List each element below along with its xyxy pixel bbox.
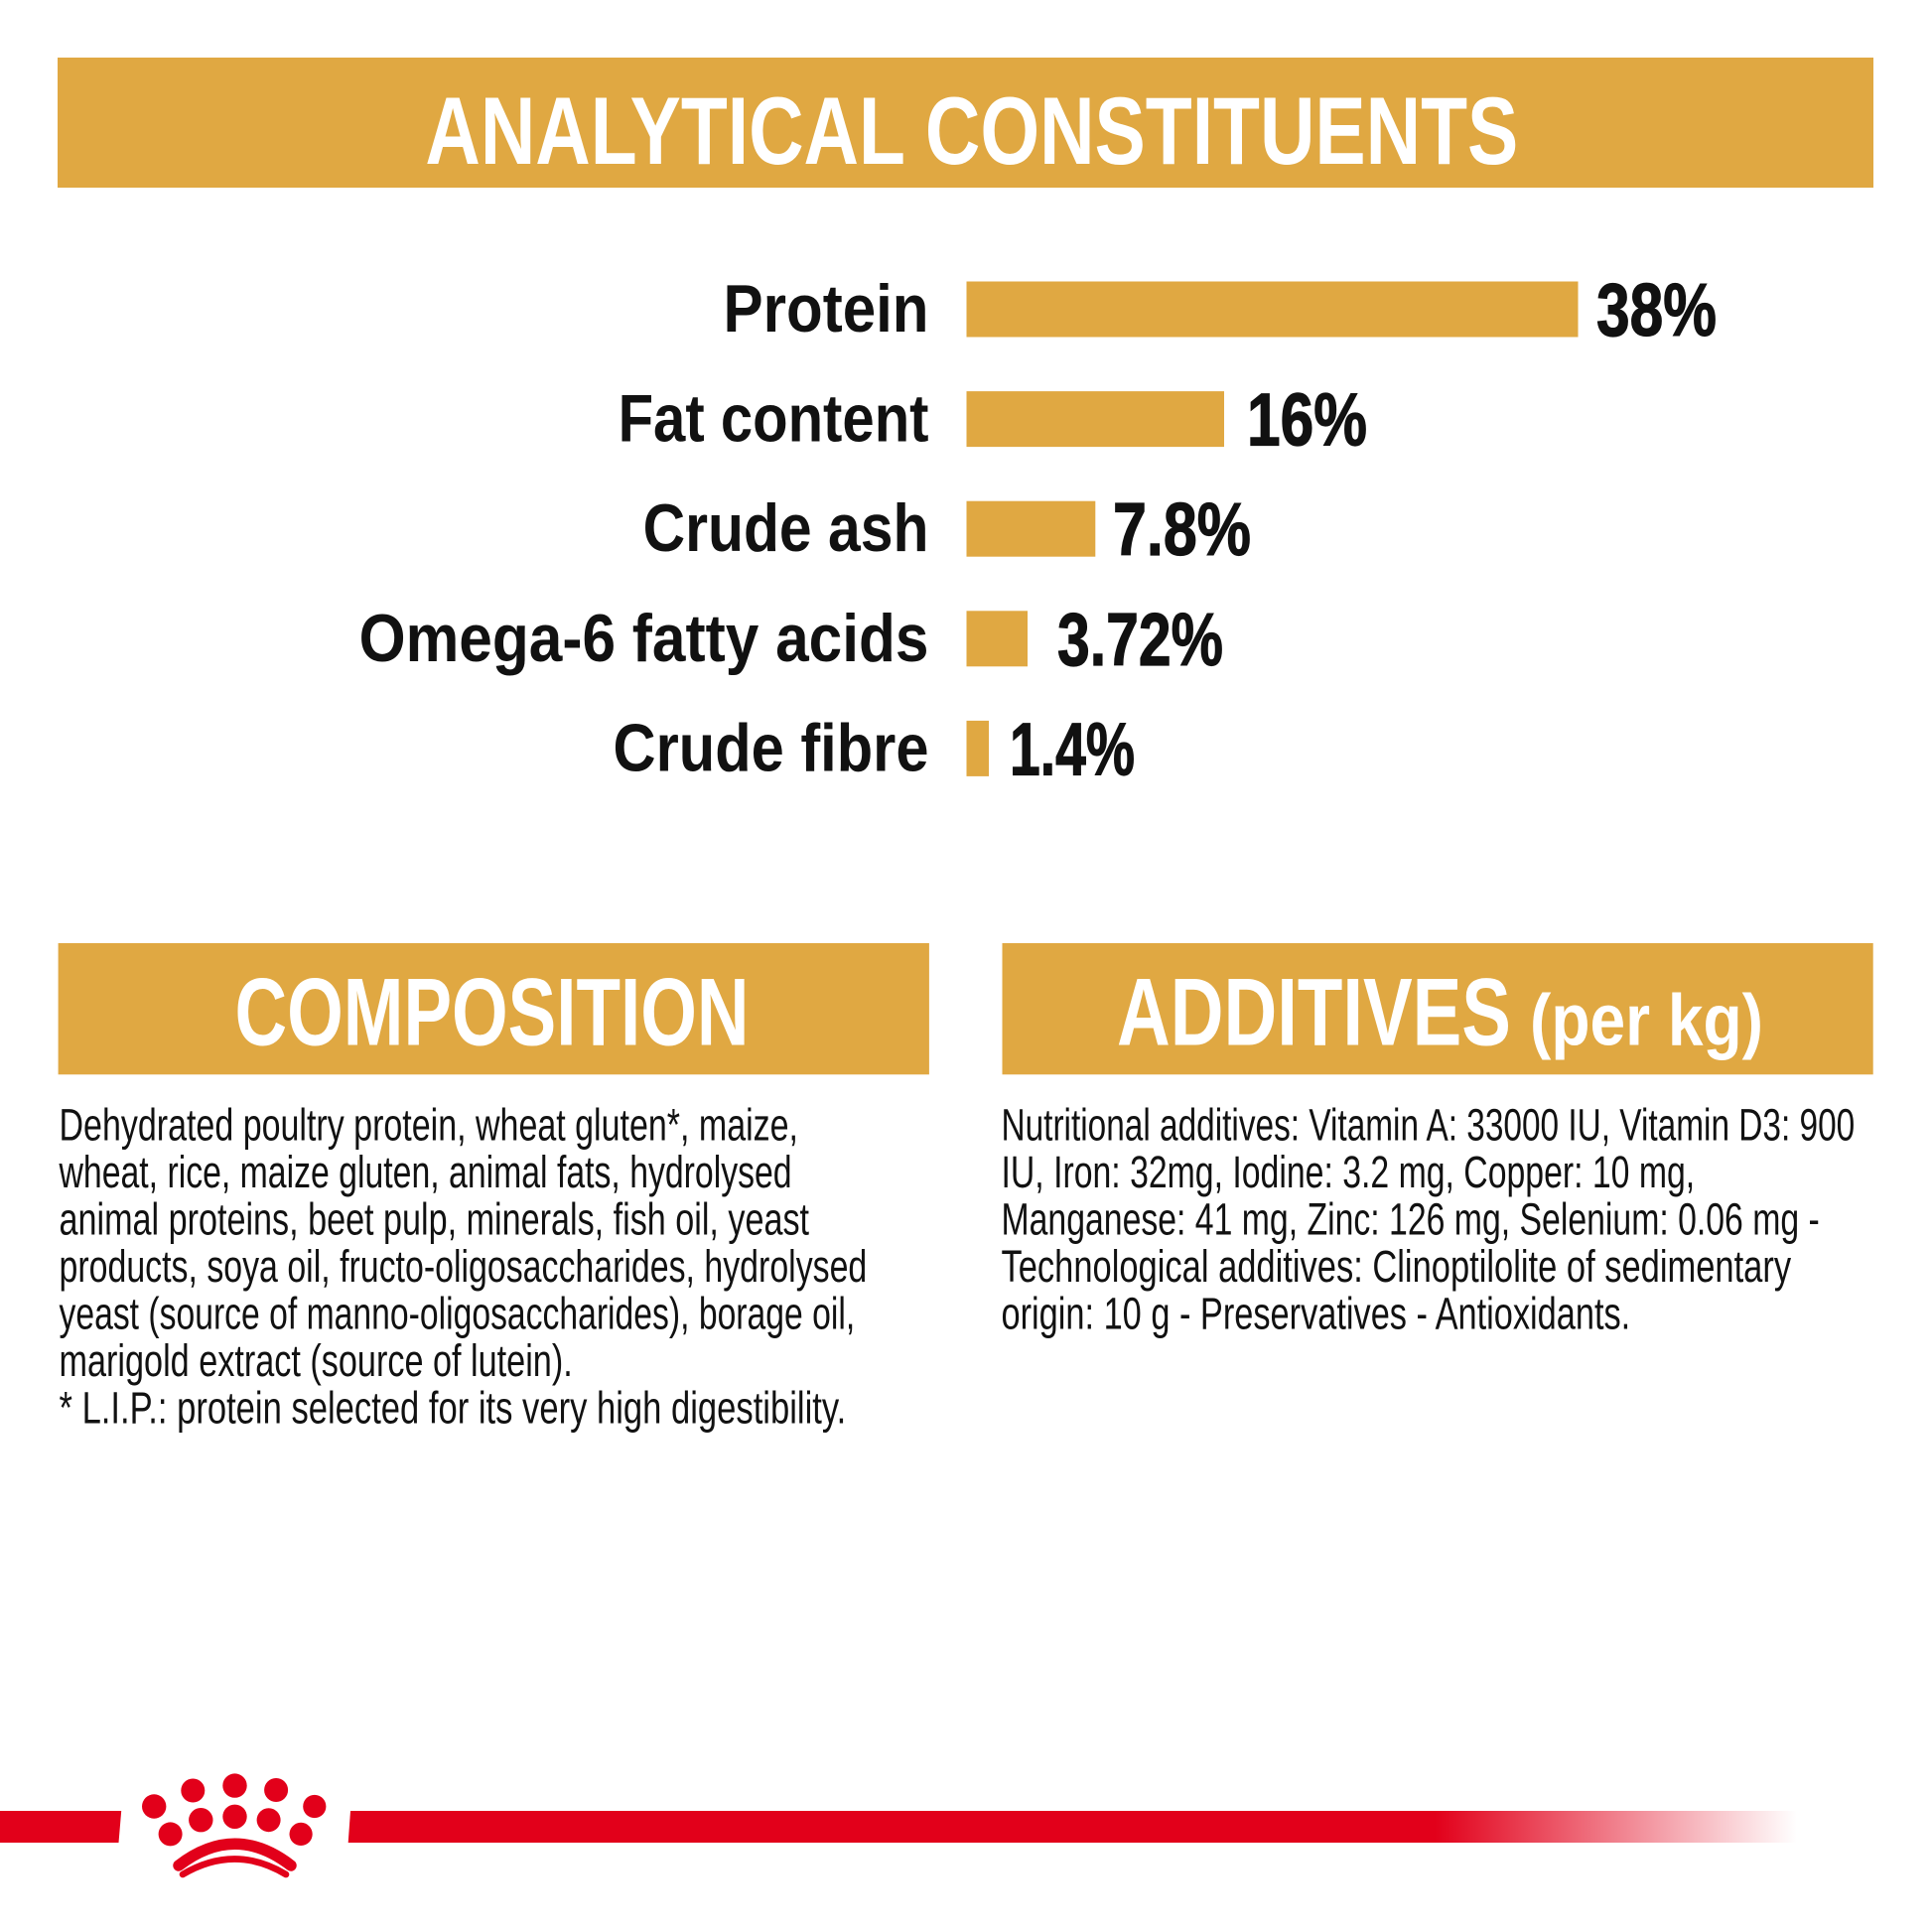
svg-text:Fat content: Fat content (619, 382, 929, 457)
svg-text:Nutritional additives: Vitamin: Nutritional additives: Vitamin A: 33000 … (1002, 1101, 1856, 1151)
svg-text:wheat, rice, maize gluten, ani: wheat, rice, maize gluten, animal fats, … (59, 1149, 792, 1198)
svg-text:Omega-6 fatty acids: Omega-6 fatty acids (359, 601, 929, 676)
svg-text:Crude fibre: Crude fibre (614, 711, 929, 785)
svg-text:ANALYTICAL CONSTITUENTS: ANALYTICAL CONSTITUENTS (425, 77, 1518, 184)
svg-text:* L.I.P.: protein selected for: * L.I.P.: protein selected for its very … (60, 1383, 847, 1433)
svg-text:Crude ash: Crude ash (643, 492, 929, 567)
svg-text:1.4%: 1.4% (1010, 707, 1135, 790)
svg-text:origin: 10 g - Preservatives -: origin: 10 g - Preservatives - Antioxida… (1002, 1290, 1631, 1338)
svg-text:yeast (source of manno-oligosa: yeast (source of manno-oligosaccharides)… (60, 1290, 856, 1339)
svg-text:3.72%: 3.72% (1057, 599, 1223, 681)
svg-text:Manganese: 41 mg, Zinc: 126 mg: Manganese: 41 mg, Zinc: 126 mg, Selenium… (1002, 1195, 1820, 1245)
svg-text:Protein: Protein (724, 271, 929, 346)
svg-text:16%: 16% (1247, 378, 1367, 462)
svg-text:COMPOSITION: COMPOSITION (235, 960, 750, 1066)
svg-text:38%: 38% (1596, 269, 1717, 352)
svg-text:animal proteins, beet pulp, mi: animal proteins, beet pulp, minerals, fi… (60, 1195, 810, 1245)
svg-text:7.8%: 7.8% (1113, 488, 1251, 571)
svg-text:ADDITIVES: ADDITIVES (1117, 959, 1511, 1066)
svg-text:IU, Iron: 32mg, Iodine: 3.2 mg: IU, Iron: 32mg, Iodine: 3.2 mg, Copper: … (1002, 1149, 1696, 1198)
svg-text:(per kg): (per kg) (1530, 980, 1763, 1061)
svg-text:products, soya oil, fructo-oli: products, soya oil, fructo-oligosacchari… (60, 1243, 868, 1293)
svg-text:marigold extract (source of lu: marigold extract (source of lutein). (60, 1337, 573, 1387)
svg-text:Technological additives: Clino: Technological additives: Clinoptilolite … (1002, 1243, 1792, 1292)
svg-text:Dehydrated poultry protein, wh: Dehydrated poultry protein, wheat gluten… (60, 1101, 799, 1151)
